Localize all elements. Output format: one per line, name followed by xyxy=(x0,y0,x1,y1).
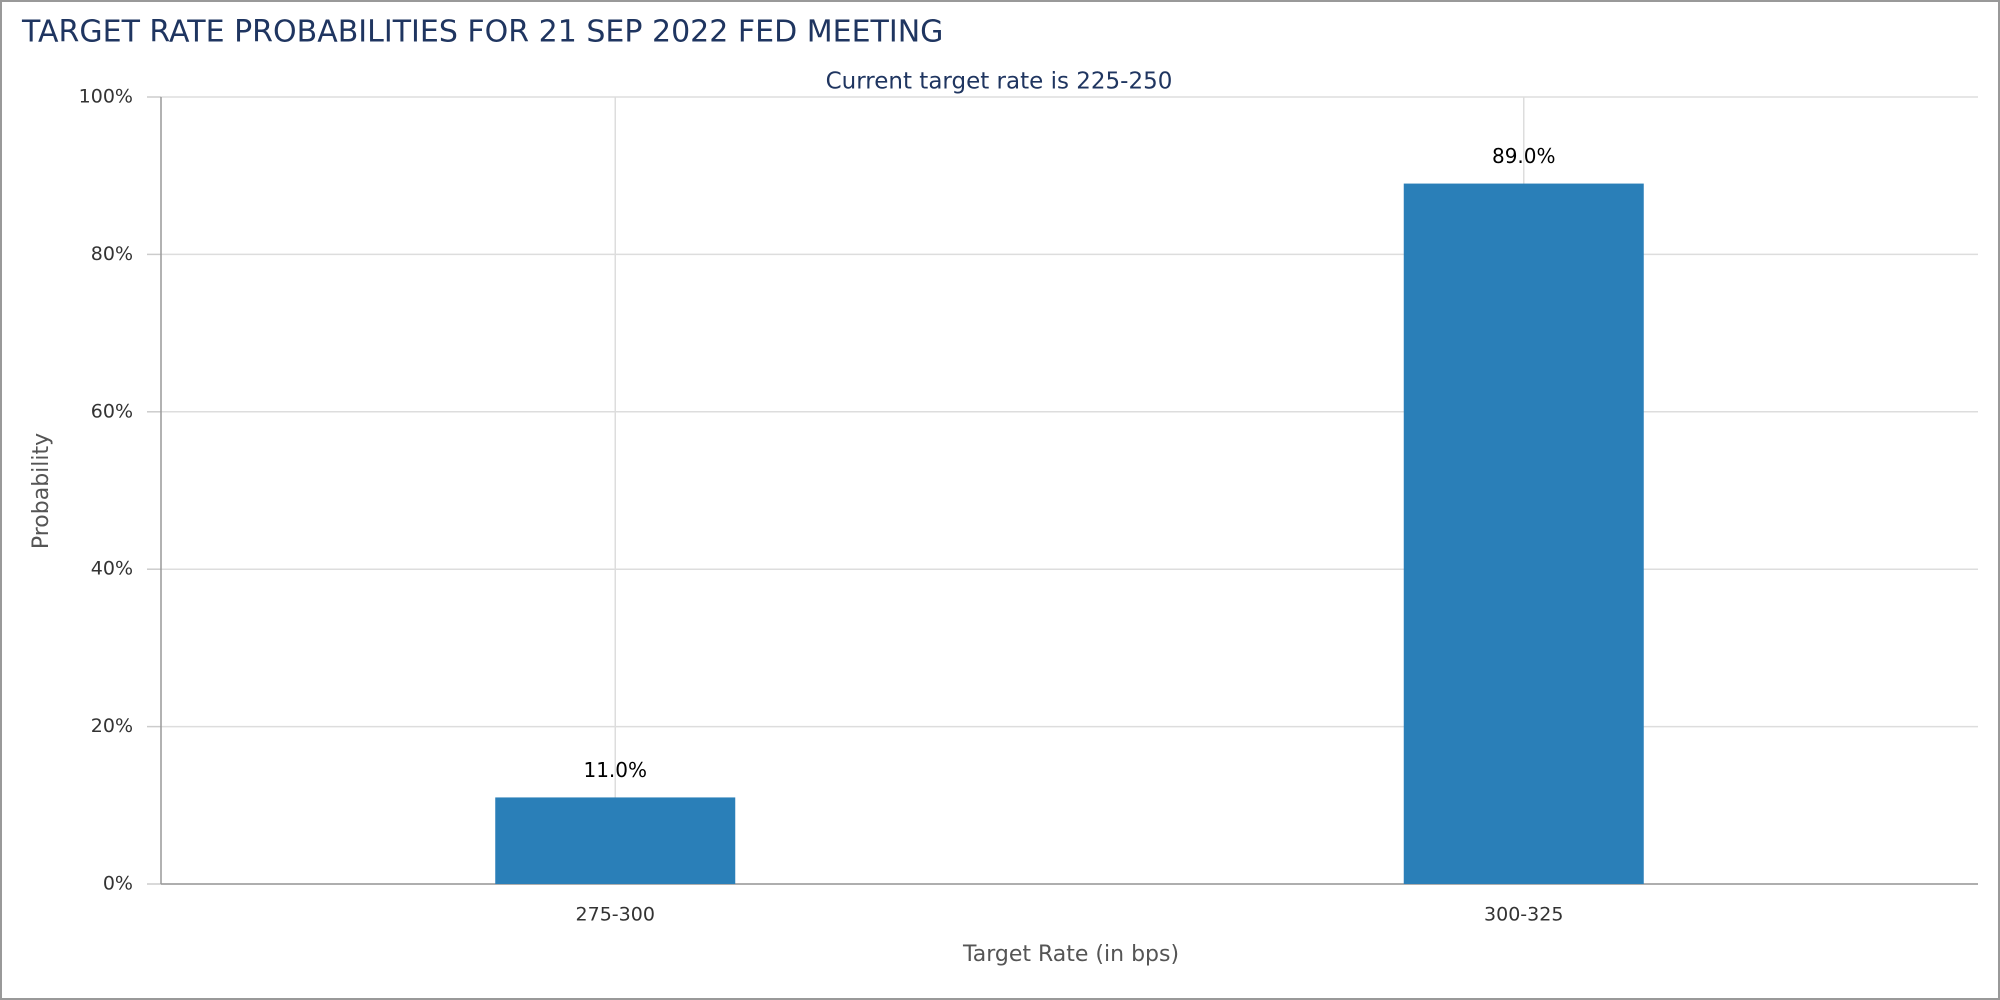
x-tick-label: 275-300 xyxy=(576,904,655,926)
data-label: 11.0% xyxy=(583,758,647,782)
bar xyxy=(495,797,736,884)
y-axis-label: Probability xyxy=(29,433,54,549)
y-tick-label: 20% xyxy=(91,715,133,737)
data-label: 89.0% xyxy=(1492,144,1556,168)
x-axis-label: Target Rate (in bps) xyxy=(962,942,1179,967)
chart-subtitle: Current target rate is 225-250 xyxy=(826,69,1173,95)
bar xyxy=(1403,183,1644,884)
y-tick-label: 80% xyxy=(91,243,133,265)
y-tick-label: 100% xyxy=(79,86,133,108)
chart-title: TARGET RATE PROBABILITIES FOR 21 SEP 202… xyxy=(21,15,943,50)
y-tick-label: 0% xyxy=(103,873,133,895)
y-tick-label: 40% xyxy=(91,558,133,580)
y-tick-label: 60% xyxy=(91,400,133,422)
x-tick-label: 300-325 xyxy=(1484,904,1563,926)
